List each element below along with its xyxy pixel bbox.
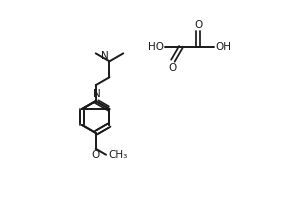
Text: N: N: [101, 51, 109, 61]
Text: N: N: [93, 89, 100, 99]
Text: OH: OH: [215, 42, 231, 52]
Text: O: O: [92, 150, 100, 160]
Text: O: O: [169, 62, 177, 73]
Text: O: O: [194, 20, 202, 30]
Text: HO: HO: [148, 42, 164, 52]
Text: CH₃: CH₃: [109, 150, 128, 160]
